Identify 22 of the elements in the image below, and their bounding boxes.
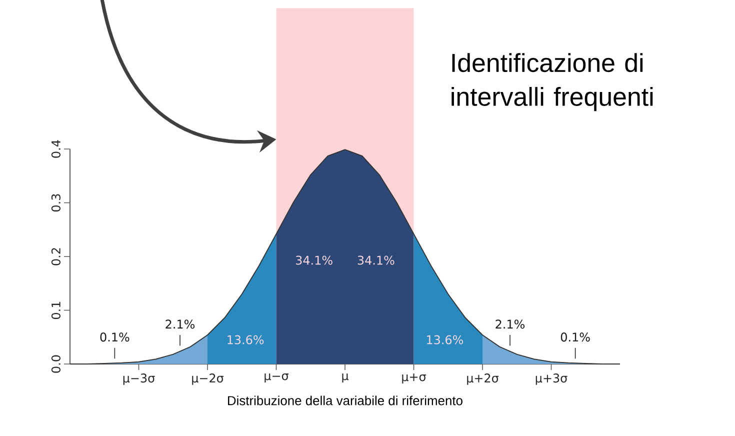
annotation: 34.1% [296,256,332,265]
x-tick-label: μ−σ [264,374,288,383]
x-tick-label: μ+σ [402,374,426,384]
x-tick-label: μ−3σ [123,374,155,385]
text: Identificazione di intervalli frequenti [452,53,653,112]
x-tick-label: μ+3σ [536,374,568,385]
annotation: 0.1% [560,332,590,342]
annotation: 2.1% [496,320,525,329]
y-tick-label: 0.0 [51,355,60,373]
y-tick-label: 0.3 [51,194,60,212]
x-tick-label: μ+2σ [467,374,499,385]
x-tick-label: μ [342,374,349,383]
annotation: 0.1% [100,332,130,342]
annotation: 13.6% [427,335,464,344]
annotation: 13.6% [228,335,264,344]
y-tick-label: 0.1 [51,302,60,319]
annotation: 34.1% [358,256,394,265]
x-tick-label: μ−2σ [192,374,224,385]
y-tick-label: 0.2 [51,248,60,266]
annotation: 2.1% [166,320,195,329]
x-axis-title: Distribuzione della variabile di riferimento [228,396,462,406]
y-tick-label: 0.4 [51,140,60,158]
